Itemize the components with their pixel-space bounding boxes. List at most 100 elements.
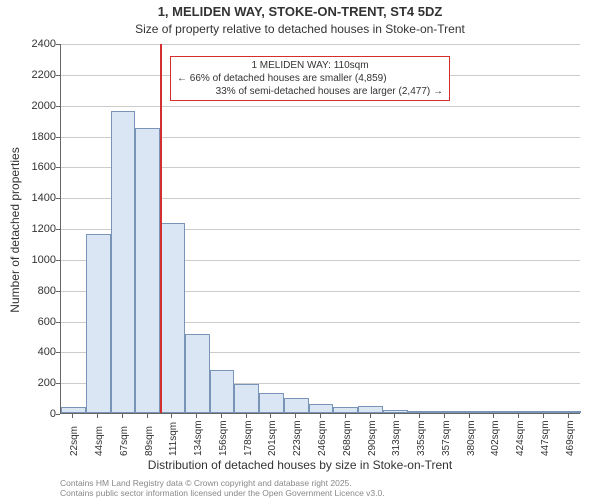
ytick-mark [56, 229, 60, 230]
ytick-mark [56, 352, 60, 353]
ytick-mark [56, 198, 60, 199]
ytick-mark [56, 291, 60, 292]
xtick-mark [196, 414, 197, 418]
xtick-label: 201sqm [267, 420, 278, 456]
xtick-mark [469, 414, 470, 418]
histogram-bar [432, 411, 457, 413]
annotation-line2: ← 66% of detached houses are smaller (4,… [177, 72, 443, 85]
xtick-mark [147, 414, 148, 418]
gridline [61, 106, 580, 107]
histogram-bar [160, 223, 185, 413]
ytick-label: 600 [20, 316, 56, 328]
xtick-mark [320, 414, 321, 418]
ytick-label: 0 [20, 408, 56, 420]
xtick-label: 380sqm [466, 420, 477, 456]
histogram-bar [531, 411, 556, 413]
ytick-label: 1400 [20, 192, 56, 204]
ytick-label: 1800 [20, 131, 56, 143]
ytick-label: 2000 [20, 100, 56, 112]
xtick-label: 246sqm [317, 420, 328, 456]
xtick-label: 178sqm [243, 420, 254, 456]
chart-title: 1, MELIDEN WAY, STOKE-ON-TRENT, ST4 5DZ [0, 4, 600, 19]
xtick-label: 335sqm [416, 420, 427, 456]
xtick-mark [493, 414, 494, 418]
histogram-bar [507, 411, 532, 413]
ytick-mark [56, 137, 60, 138]
ytick-label: 1000 [20, 254, 56, 266]
xtick-mark [543, 414, 544, 418]
ytick-mark [56, 75, 60, 76]
property-marker-line [160, 44, 162, 413]
xtick-label: 223sqm [292, 420, 303, 456]
histogram-bar [309, 404, 334, 413]
annotation-box: 1 MELIDEN WAY: 110sqm← 66% of detached h… [170, 56, 450, 101]
ytick-label: 200 [20, 377, 56, 389]
ytick-mark [56, 44, 60, 45]
ytick-mark [56, 106, 60, 107]
xtick-mark [345, 414, 346, 418]
xtick-mark [444, 414, 445, 418]
chart-subtitle: Size of property relative to detached ho… [0, 22, 600, 36]
histogram-bar [135, 128, 160, 413]
histogram-bar [234, 384, 259, 413]
xtick-label: 313sqm [391, 420, 402, 456]
footer-line2: Contains public sector information licen… [60, 488, 385, 498]
xtick-mark [122, 414, 123, 418]
ytick-mark [56, 383, 60, 384]
histogram-bar [284, 398, 309, 413]
xtick-label: 67sqm [119, 426, 130, 456]
footer-line1: Contains HM Land Registry data © Crown c… [60, 478, 385, 488]
histogram-bar [333, 407, 358, 413]
histogram-bar [86, 234, 111, 413]
ytick-mark [56, 260, 60, 261]
xtick-mark [221, 414, 222, 418]
histogram-bar [111, 111, 136, 413]
xtick-mark [97, 414, 98, 418]
ytick-label: 2200 [20, 69, 56, 81]
xtick-mark [246, 414, 247, 418]
ytick-label: 400 [20, 346, 56, 358]
xtick-mark [270, 414, 271, 418]
ytick-label: 800 [20, 285, 56, 297]
xtick-label: 89sqm [144, 426, 155, 456]
histogram-bar [408, 411, 433, 413]
xtick-label: 156sqm [218, 420, 229, 456]
xtick-mark [419, 414, 420, 418]
annotation-line3: 33% of semi-detached houses are larger (… [177, 85, 443, 98]
histogram-bar [259, 393, 284, 413]
histogram-bar [482, 411, 507, 413]
xtick-mark [394, 414, 395, 418]
xtick-label: 134sqm [193, 420, 204, 456]
histogram-bar [210, 370, 235, 413]
xtick-mark [171, 414, 172, 418]
ytick-label: 1200 [20, 223, 56, 235]
xtick-label: 357sqm [441, 420, 452, 456]
xtick-label: 44sqm [94, 426, 105, 456]
xtick-mark [518, 414, 519, 418]
xtick-label: 424sqm [515, 420, 526, 456]
gridline [61, 44, 580, 45]
xtick-mark [72, 414, 73, 418]
ytick-label: 1600 [20, 161, 56, 173]
xtick-label: 290sqm [367, 420, 378, 456]
xtick-mark [370, 414, 371, 418]
xtick-label: 447sqm [540, 420, 551, 456]
xtick-label: 402sqm [490, 420, 501, 456]
histogram-bar [383, 410, 408, 413]
ytick-mark [56, 414, 60, 415]
xtick-label: 111sqm [168, 422, 179, 456]
xtick-label: 268sqm [342, 420, 353, 456]
xtick-label: 469sqm [565, 420, 576, 456]
histogram-bar [185, 334, 210, 413]
xtick-mark [295, 414, 296, 418]
x-axis-label: Distribution of detached houses by size … [0, 458, 600, 472]
xtick-label: 22sqm [69, 426, 80, 456]
histogram-bar [61, 407, 86, 413]
annotation-line1: 1 MELIDEN WAY: 110sqm [177, 59, 443, 72]
ytick-mark [56, 322, 60, 323]
histogram-bar [556, 411, 581, 413]
histogram-bar [358, 406, 383, 413]
ytick-label: 2400 [20, 38, 56, 50]
xtick-mark [568, 414, 569, 418]
histogram-chart: 1, MELIDEN WAY, STOKE-ON-TRENT, ST4 5DZ … [0, 0, 600, 500]
